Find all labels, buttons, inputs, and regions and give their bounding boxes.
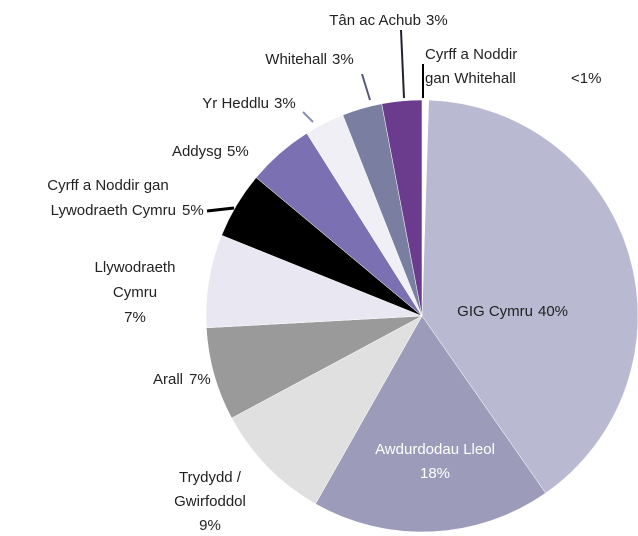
slice-label: Lywodraeth Cymru (51, 202, 176, 219)
leader-line (206, 206, 235, 213)
labels: Cyrff a Noddir gan Whitehall <1% GIG Cymru 4… (47, 12, 601, 534)
leader-lines (206, 29, 424, 213)
slice-label: Addysg (172, 143, 222, 160)
slice-label: Cymru (113, 284, 157, 301)
value-label: 3% (426, 12, 448, 29)
pie-slice (315, 315, 547, 533)
pie-slice (381, 99, 423, 317)
slice-label: gan Whitehall (425, 70, 516, 87)
leader-line (302, 111, 314, 123)
pie (205, 99, 638, 533)
slice-label: Whitehall (265, 51, 327, 68)
slice-label: Trydydd / (179, 469, 242, 486)
slice-label: Cyrff a Noddir (425, 46, 517, 63)
pie-slice (421, 99, 638, 494)
slice-label: Yr Heddlu (202, 95, 269, 112)
slice-label: Gwirfoddol (174, 493, 246, 510)
value-label: <1% (571, 70, 601, 87)
value-label: 7% (124, 309, 146, 326)
slice-label: GIG Cymru (457, 303, 533, 320)
slice-label: Awdurdodau Lleol (375, 441, 495, 458)
value-label: 7% (189, 371, 211, 388)
value-label: 40% (538, 303, 568, 320)
leader-line (361, 73, 371, 101)
pie-slice (231, 315, 423, 505)
value-label: 3% (274, 95, 296, 112)
value-label: 5% (182, 202, 204, 219)
value-label: 9% (199, 517, 221, 534)
slice-label: Arall (153, 371, 183, 388)
value-label: 18% (420, 465, 450, 482)
value-label: 3% (332, 51, 354, 68)
slice-label: Tân ac Achub (329, 12, 421, 29)
slice-label: Llywodraeth (95, 259, 176, 276)
value-label: 5% (227, 143, 249, 160)
slice-label: Cyrff a Noddir gan (47, 177, 168, 194)
leader-line (400, 29, 405, 99)
